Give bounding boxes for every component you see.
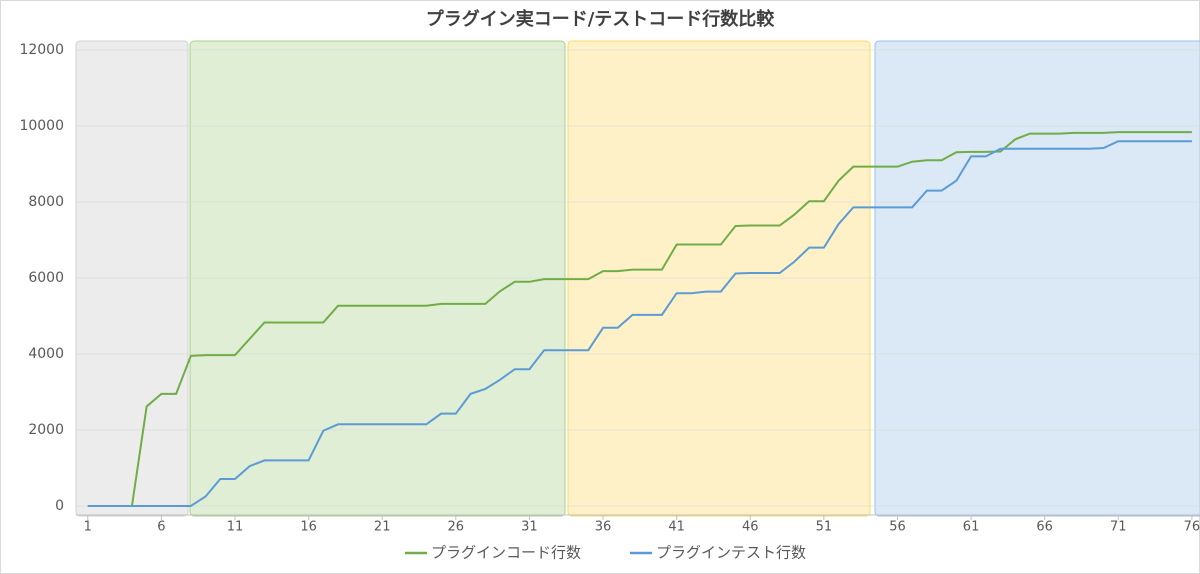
x-tick-label: 6	[157, 520, 165, 535]
x-tick-label: 21	[374, 520, 391, 535]
chart-title: プラグイン実コード/テストコード行数比較	[426, 8, 776, 30]
x-tick-label: 31	[521, 520, 538, 535]
x-tick-label: 46	[742, 520, 759, 535]
y-tick-label: 4000	[28, 346, 64, 362]
legend-label: プラグインコード行数	[431, 544, 581, 562]
series-line	[87, 131, 1192, 507]
x-tick-label: 36	[595, 520, 612, 535]
x-tick-label: 56	[889, 520, 906, 535]
y-tick-label: 10000	[19, 118, 64, 134]
x-tick-label: 26	[448, 520, 465, 535]
x-tick-label: 41	[668, 520, 685, 535]
y-tick-label: 12000	[19, 42, 64, 58]
x-tick-label: 66	[1036, 520, 1053, 535]
x-tick-label: 51	[816, 520, 833, 535]
y-tick-label: 8000	[28, 194, 64, 210]
x-tick-label: 71	[1110, 520, 1127, 535]
y-tick-label: 6000	[28, 270, 64, 286]
x-tick-label: 16	[300, 520, 317, 535]
x-tick-label: 1	[84, 520, 92, 535]
y-tick-label: 2000	[28, 422, 64, 438]
series-line	[87, 140, 1192, 507]
legend-label: プラグインテスト行数	[656, 544, 806, 562]
y-tick-label: 0	[55, 498, 64, 514]
x-tick-label: 11	[227, 520, 244, 535]
x-tick-label: 61	[963, 520, 980, 535]
x-tick-label: 76	[1184, 520, 1200, 535]
